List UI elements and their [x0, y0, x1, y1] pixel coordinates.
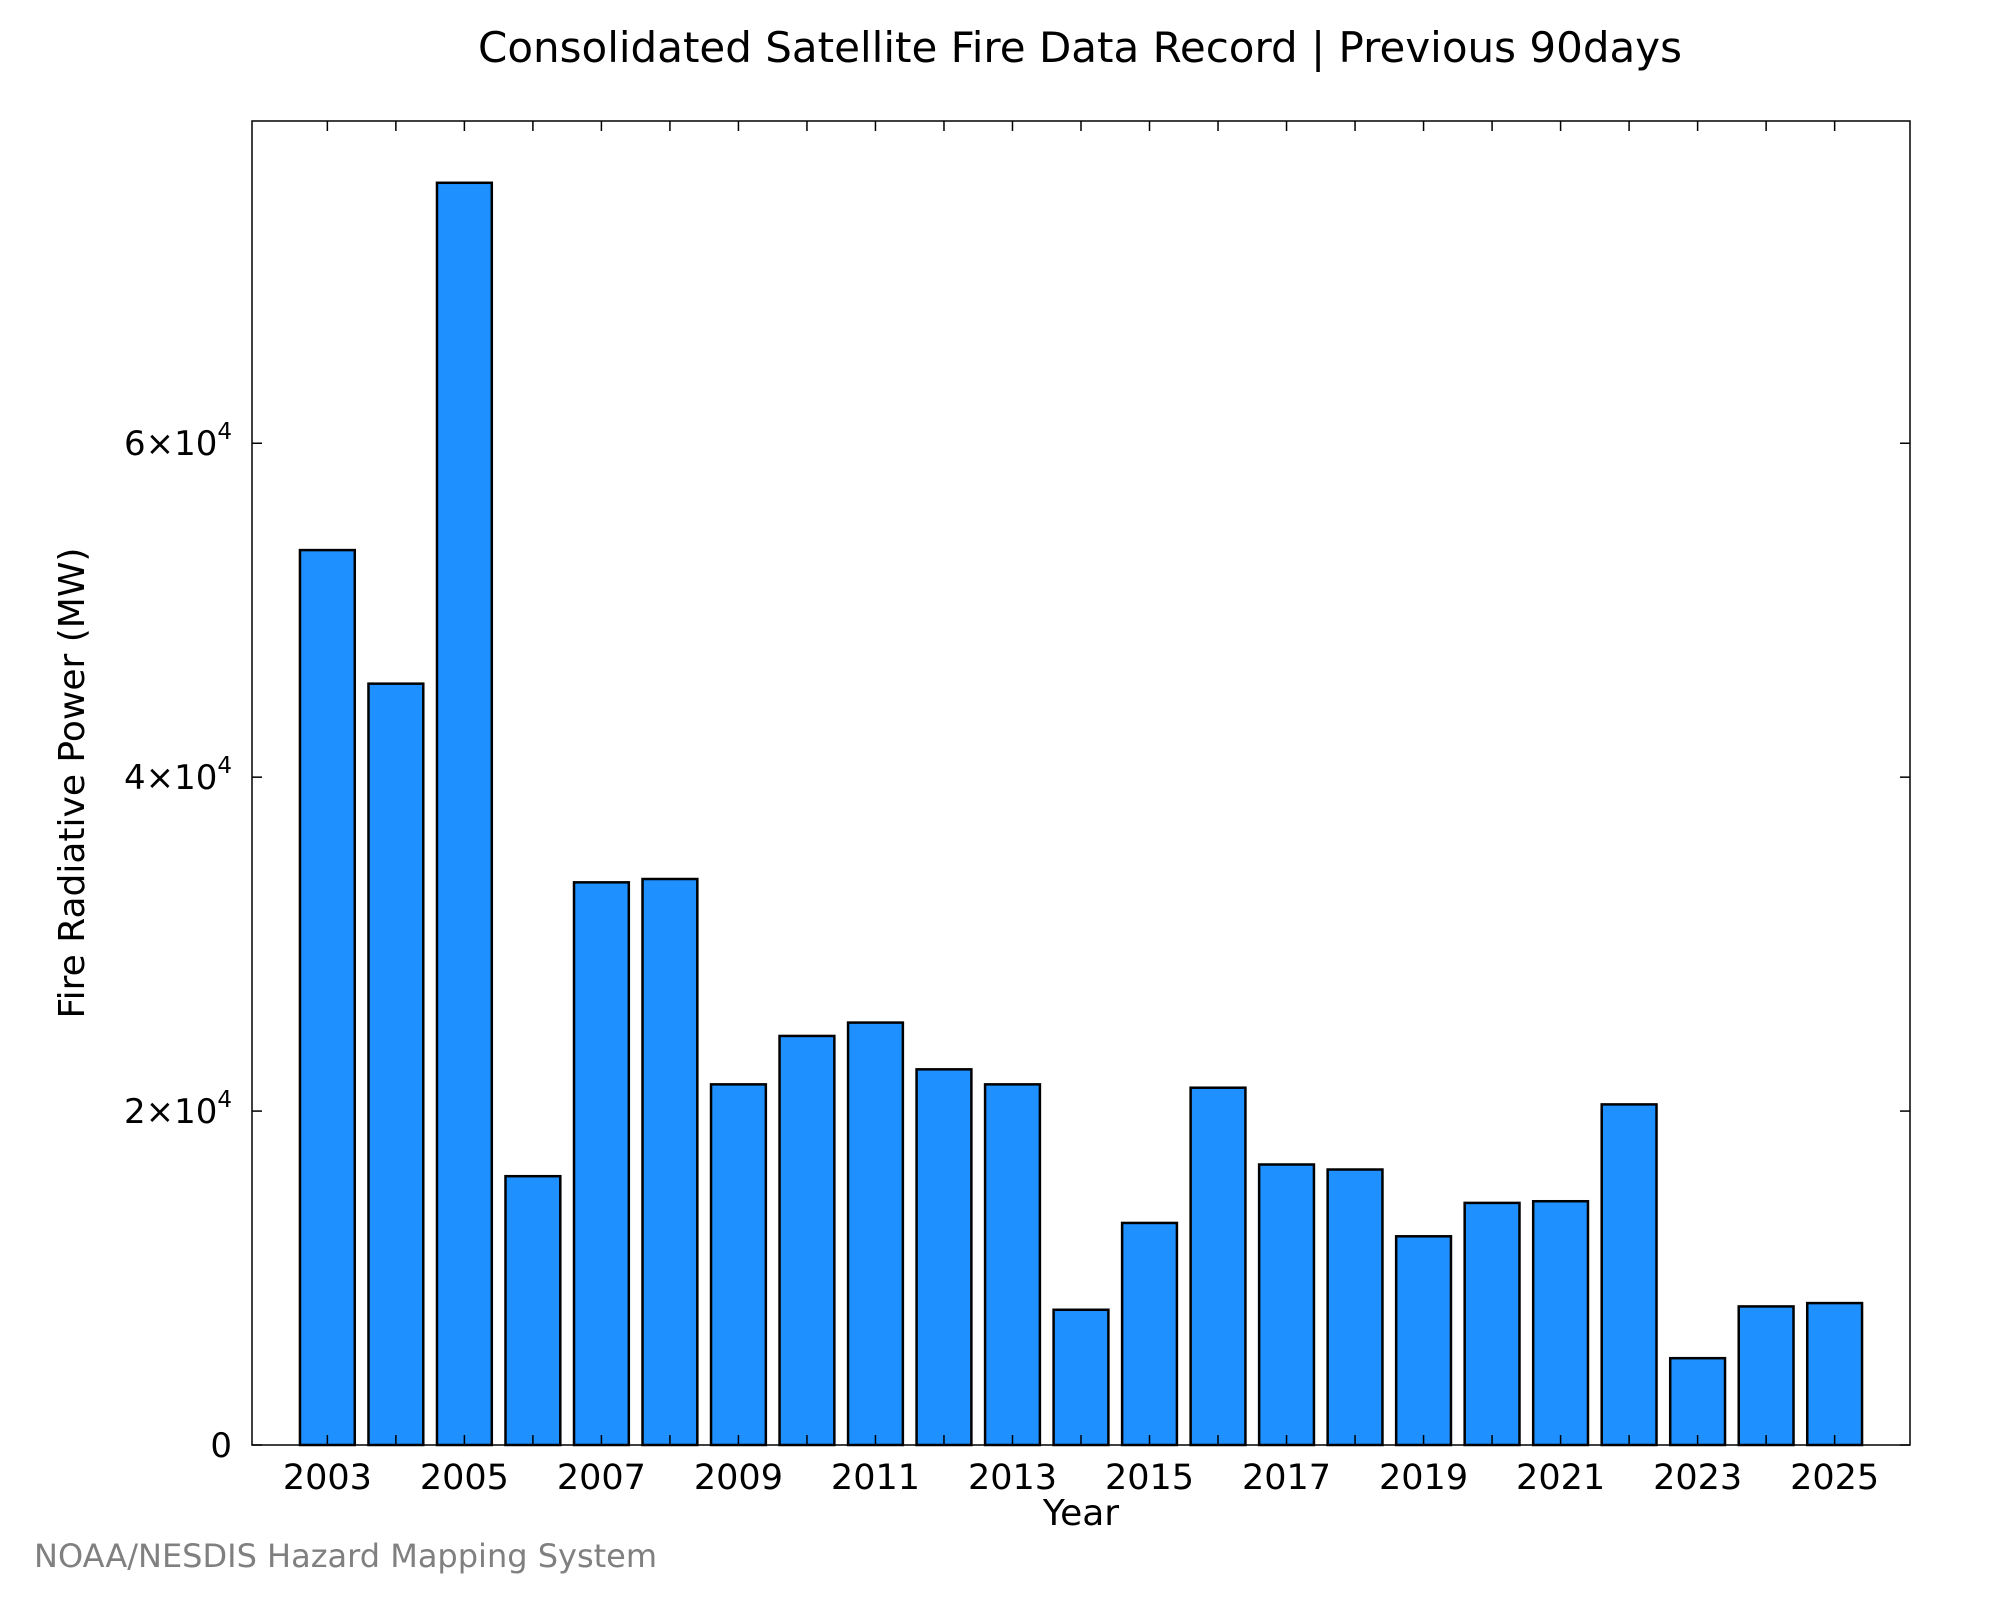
- y-axis-label: Fire Radiative Power (MW): [52, 548, 93, 1019]
- y-tick-label: 4×104: [124, 753, 232, 798]
- bar-2024: [1737, 1305, 1795, 1447]
- bar-2015: [1120, 1221, 1179, 1447]
- x-tick-label: 2011: [831, 1458, 920, 1498]
- bar-2025: [1805, 1301, 1864, 1447]
- bar-2007: [572, 881, 631, 1447]
- bar-2013: [983, 1083, 1042, 1447]
- bar-2023: [1668, 1356, 1727, 1447]
- bar-2012: [915, 1068, 973, 1447]
- bar-2003: [298, 548, 357, 1447]
- bar-2017: [1257, 1163, 1316, 1447]
- bar-2008: [641, 877, 699, 1447]
- bar-2004: [367, 682, 425, 1447]
- y-tick-label: 6×104: [124, 419, 232, 464]
- source-credit: NOAA/NESDIS Hazard Mapping System: [34, 1537, 657, 1575]
- bar-2005: [435, 181, 494, 1447]
- bar-2020: [1463, 1201, 1521, 1447]
- x-tick-label: 2005: [420, 1458, 509, 1498]
- x-tick-label: 2007: [557, 1458, 646, 1498]
- x-axis-ticks: 2003 2005 2007 2009 2011 2013 2015 2017 2019 2021…: [283, 121, 1879, 1498]
- x-tick-label: 2019: [1379, 1458, 1468, 1498]
- bar-2006: [504, 1174, 562, 1447]
- x-tick-label: 2003: [283, 1458, 372, 1498]
- x-tick-label: 2017: [1242, 1458, 1331, 1498]
- x-tick-label: 2021: [1516, 1458, 1605, 1498]
- x-axis-label: Year: [1042, 1493, 1119, 1534]
- bar-2010: [778, 1034, 836, 1447]
- bar-2016: [1189, 1086, 1247, 1447]
- bar-series: [298, 181, 1864, 1447]
- bar-2011: [846, 1021, 905, 1447]
- x-tick-label: 2013: [968, 1458, 1057, 1498]
- bar-2009: [709, 1083, 768, 1447]
- y-axis-ticks: 0 2×104 4×104 6×104: [124, 419, 1910, 1466]
- plot-frame: [251, 120, 1911, 1446]
- bar-2018: [1326, 1168, 1384, 1447]
- bar-2021: [1531, 1199, 1590, 1447]
- x-tick-label: 2015: [1105, 1458, 1194, 1498]
- bar-2014: [1052, 1308, 1110, 1447]
- y-tick-label: 0: [210, 1426, 232, 1466]
- x-tick-label: 2025: [1790, 1458, 1879, 1498]
- bar-2019: [1394, 1235, 1453, 1447]
- y-tick-label: 2×104: [124, 1087, 232, 1132]
- x-tick-label: 2009: [694, 1458, 783, 1498]
- x-tick-label: 2023: [1653, 1458, 1742, 1498]
- chart-title: Consolidated Satellite Fire Data Record …: [478, 23, 1682, 72]
- bar-2022: [1600, 1103, 1658, 1447]
